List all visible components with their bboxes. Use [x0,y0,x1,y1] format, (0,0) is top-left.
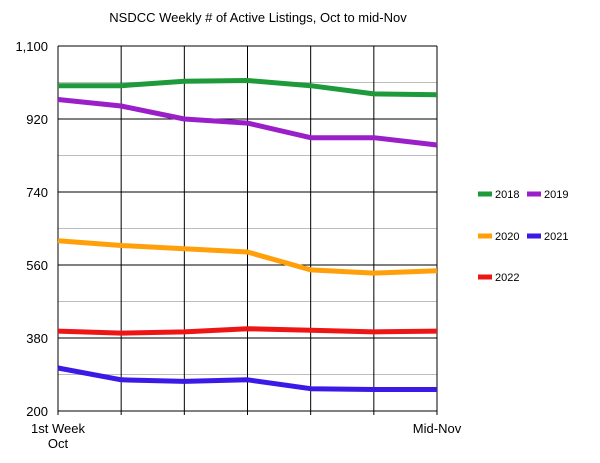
series-line-2022 [57,326,438,336]
y-tick-label: 560 [26,258,48,273]
series-line-2019 [57,97,438,148]
legend-label-2022: 2022 [495,272,519,284]
series-lines [57,78,438,392]
series-line-2021 [57,365,437,392]
x-tick-label: 1st Week Oct [31,421,85,451]
legend: 2018 2019 2020 2021 2022 [478,189,568,284]
legend-label-2019: 2019 [544,189,568,201]
x-tick-label-line: Oct [48,436,69,451]
x-tick-label: Mid-Nov [413,421,462,436]
y-tick-label: 380 [26,331,48,346]
x-tick-label-line: 1st Week [31,421,85,436]
series-line-2020 [57,238,438,276]
grid-lines [57,45,438,415]
chart-title: NSDCC Weekly # of Active Listings, Oct t… [109,10,407,25]
legend-label-2020: 2020 [495,231,519,243]
y-tick-label: 1,100 [15,39,48,54]
x-tick-label-line: Mid-Nov [413,421,462,436]
x-axis: 1st Week Oct Mid-Nov [31,421,462,451]
y-tick-label: 740 [26,185,48,200]
y-axis: 200 380 560 740 920 1,100 [15,39,48,419]
series-line-2018 [58,78,438,98]
y-tick-label: 920 [26,112,48,127]
y-tick-label: 200 [26,404,48,419]
legend-label-2021: 2021 [544,231,568,243]
legend-label-2018: 2018 [495,189,519,201]
